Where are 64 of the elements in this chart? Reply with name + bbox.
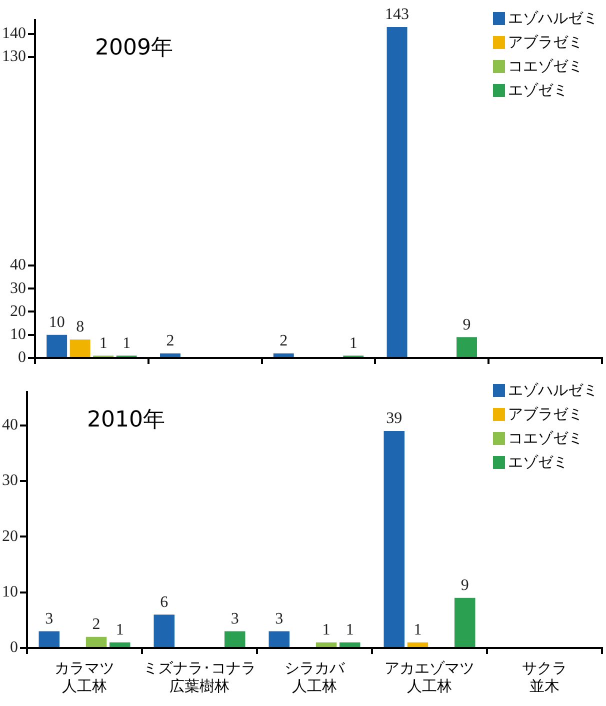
data-label: 1 — [346, 622, 354, 639]
bar — [386, 26, 408, 357]
data-label: 2 — [166, 332, 174, 350]
legend-label: エゾゼミ — [508, 80, 568, 101]
x-tick-label: ミズナラ･コナラ広葉樹林 — [143, 658, 256, 695]
legend-label: アブラゼミ — [508, 404, 583, 425]
legend-label: エゾハルゼミ — [508, 8, 598, 29]
bar — [70, 339, 90, 357]
legend-label: エゾゼミ — [508, 452, 568, 473]
x-tick-label: アカエゾマツ人工林 — [384, 658, 474, 695]
data-label: 1 — [122, 334, 131, 352]
bar — [384, 430, 405, 647]
data-label: 2 — [280, 332, 288, 350]
bar — [339, 642, 360, 647]
x-tick-label: カラマツ人工林 — [54, 658, 114, 695]
data-label: 1 — [414, 622, 422, 639]
y-tick-label: 140 — [2, 25, 26, 42]
x-tick-label: サクラ並木 — [522, 658, 567, 695]
y-tick-label: 40 — [2, 416, 18, 434]
bar — [268, 631, 290, 647]
bar — [407, 642, 428, 647]
text: 2009年 — [95, 36, 173, 61]
bar — [46, 334, 68, 357]
y-tick-label: 0 — [18, 349, 26, 366]
data-label: 2 — [92, 616, 100, 634]
bar — [454, 598, 476, 647]
y-tick-label: 20 — [10, 302, 26, 320]
y-tick-label: 0 — [10, 639, 18, 656]
data-label: 3 — [275, 610, 284, 628]
bar — [109, 642, 130, 647]
data-label: 39 — [386, 410, 402, 428]
bar — [160, 353, 180, 357]
bar — [224, 631, 246, 647]
x-tick-label: シラカバ人工林 — [284, 658, 346, 695]
y-tick-label: 40 — [10, 256, 26, 274]
data-label: 1 — [99, 334, 108, 352]
y-tick-label: 30 — [10, 280, 26, 297]
y-tick-label: 30 — [2, 472, 18, 490]
data-label: 1 — [116, 622, 124, 639]
data-label: 1 — [322, 622, 330, 639]
legend-label: エゾハルゼミ — [508, 380, 598, 401]
legend-label: コエゾゼミ — [508, 428, 583, 449]
data-label: 1 — [349, 334, 358, 352]
y-tick-label: 10 — [2, 584, 18, 601]
data-label: 3 — [230, 610, 239, 628]
data-label: 6 — [160, 594, 168, 611]
data-label: 143 — [385, 6, 410, 24]
data-label: 10 — [48, 314, 65, 332]
y-tick-label: 130 — [2, 48, 26, 66]
bar — [316, 642, 337, 647]
bar — [38, 631, 60, 647]
legend-label: アブラゼミ — [508, 32, 583, 53]
bar — [273, 353, 294, 357]
bar — [154, 614, 175, 647]
data-label: 9 — [462, 316, 471, 334]
bar — [456, 337, 477, 357]
text: 2010年 — [87, 408, 165, 433]
legend-label: コエゾゼミ — [508, 56, 583, 77]
data-label: 8 — [76, 318, 84, 336]
bar — [86, 636, 107, 647]
data-label: 9 — [460, 577, 469, 594]
data-label: 3 — [45, 610, 54, 628]
y-tick-label: 20 — [2, 528, 18, 545]
y-tick-label: 10 — [10, 326, 26, 344]
